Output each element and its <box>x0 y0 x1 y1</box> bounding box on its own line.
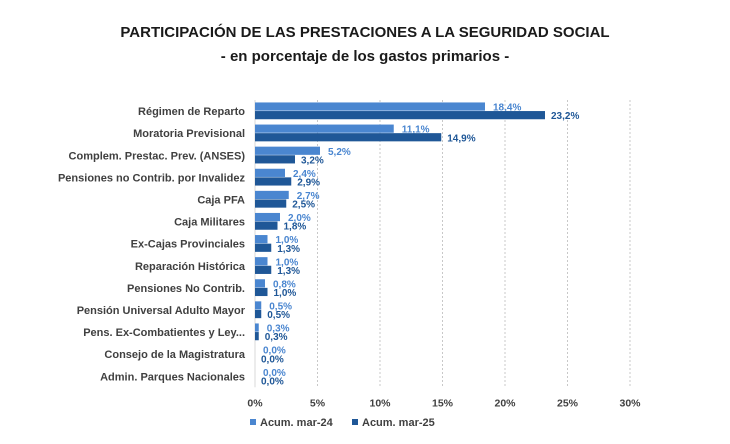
data-label: 0,0% <box>261 376 284 387</box>
data-label: 3,2% <box>301 155 324 166</box>
bar <box>255 235 268 244</box>
category-label: Admin. Parques Nacionales <box>100 371 245 383</box>
category-label: Ex-Cajas Provinciales <box>131 239 245 251</box>
x-tick-label: 5% <box>310 397 326 409</box>
category-label: Pensiones no Contrib. por Invalidez <box>58 172 246 184</box>
category-label: Caja PFA <box>197 194 245 206</box>
bar <box>255 133 442 142</box>
bar <box>255 177 292 186</box>
bar <box>255 146 320 155</box>
bar <box>255 124 394 133</box>
data-label: 0,8% <box>273 279 296 290</box>
data-label: 23,2% <box>551 111 579 122</box>
legend-label: Acum. mar-25 <box>362 417 435 429</box>
bar <box>255 257 268 266</box>
data-label: 1,0% <box>276 257 299 268</box>
data-label: 2,4% <box>293 169 316 180</box>
x-tick-label: 30% <box>619 397 641 409</box>
chart-subtitle: - en porcentaje de los gastos primarios … <box>220 48 510 65</box>
data-label: 2,7% <box>297 191 320 202</box>
bar <box>255 111 545 120</box>
data-label: 2,0% <box>288 213 311 224</box>
category-label: Pensión Universal Adulto Mayor <box>77 305 246 317</box>
data-label: 2,9% <box>297 177 320 188</box>
bar <box>255 212 280 222</box>
data-label: 0,3% <box>265 332 288 343</box>
bar <box>255 287 268 297</box>
x-tick-label: 20% <box>494 397 516 409</box>
data-label: 1,3% <box>277 266 300 277</box>
data-label: 0,3% <box>267 324 290 335</box>
x-tick-label: 10% <box>369 397 391 409</box>
bar <box>255 190 289 200</box>
data-label: 1,3% <box>277 244 300 255</box>
x-tick-label: 25% <box>557 397 579 409</box>
data-label: 18,4% <box>493 103 521 114</box>
category-label: Pensiones No Contrib. <box>127 283 245 295</box>
bar <box>255 243 272 252</box>
bar <box>255 301 262 310</box>
category-label: Pens. Ex-Combatientes y Ley... <box>83 327 245 339</box>
bar <box>255 221 278 230</box>
data-label: 0,0% <box>263 368 286 379</box>
x-tick-label: 0% <box>247 397 263 409</box>
data-label: 5,2% <box>328 147 351 158</box>
data-label: 1,0% <box>276 235 299 246</box>
bar <box>255 332 259 341</box>
bar <box>255 265 272 274</box>
bar <box>255 102 485 111</box>
chart-title: PARTICIPACIÓN DE LAS PRESTACIONES A LA S… <box>120 24 610 41</box>
data-label: 14,9% <box>447 133 475 144</box>
bar <box>255 323 259 332</box>
legend-marker <box>352 419 358 425</box>
category-label: Complem. Prestac. Prev. (ANSES) <box>69 150 246 162</box>
legend-label: Acum. mar-24 <box>260 417 334 429</box>
data-label: 1,8% <box>284 222 307 233</box>
bar <box>255 199 287 208</box>
bar <box>255 155 295 164</box>
data-label: 0,0% <box>263 346 286 357</box>
data-label: 0,0% <box>261 354 284 365</box>
data-label: 0,5% <box>267 310 290 321</box>
data-label: 0,5% <box>269 301 292 312</box>
bar <box>255 279 265 288</box>
data-label: 1,0% <box>274 288 297 299</box>
category-label: Consejo de la Magistratura <box>104 349 245 361</box>
category-label: Reparación Histórica <box>135 261 246 273</box>
bar <box>255 309 262 319</box>
data-label: 11,1% <box>402 125 430 136</box>
legend-marker <box>250 419 256 425</box>
data-label: 2,5% <box>292 200 315 211</box>
x-tick-label: 15% <box>432 397 454 409</box>
category-label: Régimen de Reparto <box>138 106 245 118</box>
category-label: Caja Militares <box>174 217 245 229</box>
category-label: Moratoria Previsional <box>133 128 245 140</box>
bar <box>255 168 285 177</box>
